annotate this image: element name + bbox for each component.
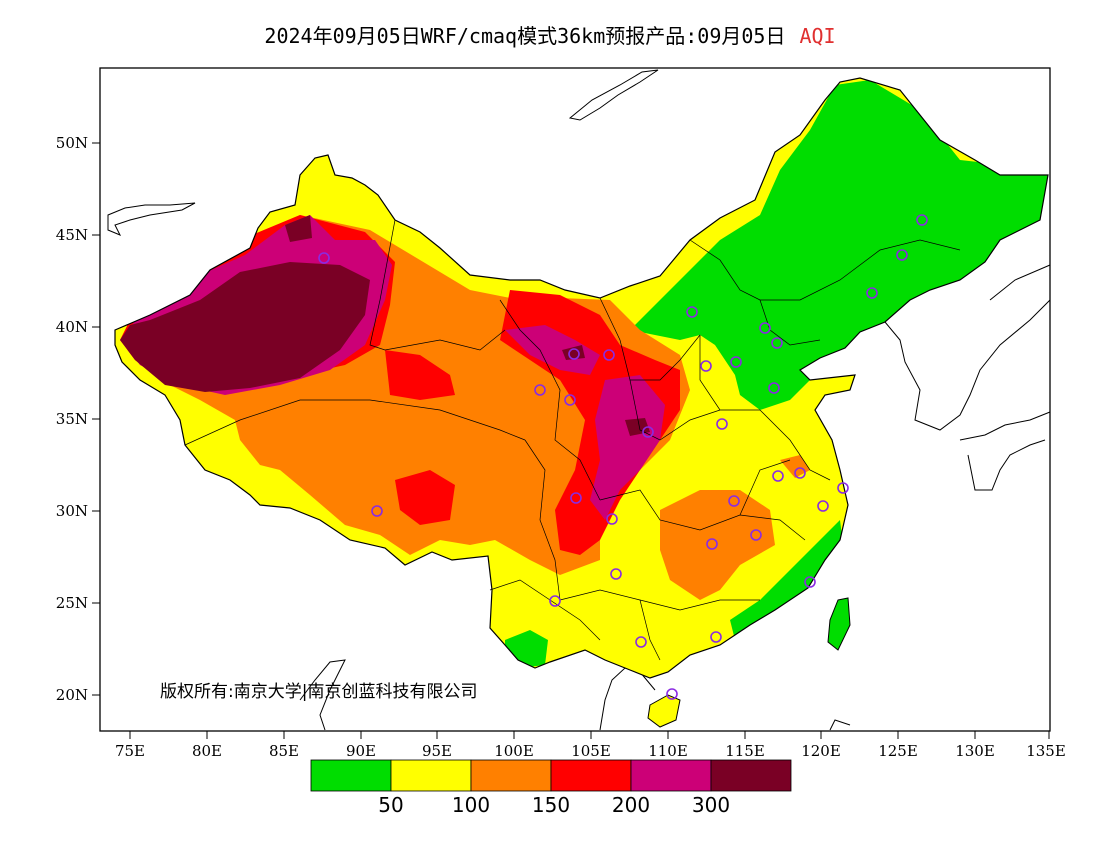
station-marker-hefei xyxy=(772,470,784,482)
aqi-region-unhealthy-qinghai-west xyxy=(385,350,455,400)
x-tick-label: 120E xyxy=(801,742,841,760)
x-tick-label: 105E xyxy=(571,742,611,760)
y-tick-label: 30N xyxy=(56,502,88,520)
station-marker-nanjing xyxy=(794,467,806,479)
taiwan-island xyxy=(827,597,851,651)
x-tick-label: 115E xyxy=(725,742,765,760)
station-marker-xining xyxy=(534,384,546,396)
hainan-island xyxy=(647,694,681,728)
legend-swatch-unhealthy-sensitive xyxy=(470,759,552,792)
station-marker-changchun xyxy=(896,249,908,261)
station-markers xyxy=(318,214,928,700)
station-marker-chongqing xyxy=(606,513,618,525)
coastline-baikal xyxy=(568,69,659,121)
aqi-region-hazardous-junggar xyxy=(285,215,312,242)
station-marker-tianjin xyxy=(771,337,783,349)
legend-label: 50 xyxy=(378,793,403,817)
station-marker-zhengzhou xyxy=(716,418,728,430)
station-marker-nanchang xyxy=(750,529,762,541)
y-tick-label: 40N xyxy=(56,318,88,336)
station-marker-shijiazhuang xyxy=(730,356,742,368)
aqi-legend: 50 100 150 200 300 xyxy=(310,759,792,817)
x-tick-label: 125E xyxy=(878,742,918,760)
station-marker-ordos xyxy=(603,349,615,361)
station-marker-hangzhou xyxy=(817,500,829,512)
map-frame xyxy=(99,67,1051,732)
aqi-region-very-unhealthy-shaanxi xyxy=(590,375,665,520)
coastline-bay-of-bengal xyxy=(299,659,346,731)
legend-swatch-very-unhealthy xyxy=(630,759,712,792)
station-marker-changsha xyxy=(706,538,718,550)
station-marker-beijing xyxy=(759,322,771,334)
station-marker-shenyang xyxy=(866,287,878,299)
legend-label: 100 xyxy=(452,793,490,817)
coastline-korea xyxy=(884,264,1051,431)
y-tick-label: 25N xyxy=(56,594,88,612)
x-tick-label: 110E xyxy=(648,742,688,760)
station-marker-lhasa xyxy=(371,505,383,517)
legend-swatch-moderate xyxy=(390,759,472,792)
y-tick-label: 35N xyxy=(56,410,88,428)
x-axis-ticks xyxy=(129,731,1050,739)
aqi-region-very-unhealthy-gansu xyxy=(505,325,600,375)
aqi-region-good-northeast xyxy=(630,80,1048,410)
y-axis-labels: 50N 45N 40N 35N 30N 25N 20N xyxy=(56,134,88,704)
aqi-region-hazardous-tarim xyxy=(120,262,370,392)
station-marker-hohhot xyxy=(686,306,698,318)
y-axis-ticks xyxy=(92,142,100,696)
x-tick-label: 100E xyxy=(494,742,534,760)
map-frame-group xyxy=(99,67,1051,732)
station-marker-shanghai xyxy=(837,482,849,494)
legend-swatch-unhealthy xyxy=(550,759,632,792)
x-tick-label: 130E xyxy=(955,742,995,760)
station-marker-wuhan xyxy=(728,495,740,507)
x-tick-label: 75E xyxy=(115,742,145,760)
x-tick-label: 135E xyxy=(1026,742,1066,760)
y-tick-label: 20N xyxy=(56,686,88,704)
legend-label: 200 xyxy=(612,793,650,817)
station-marker-lanzhou xyxy=(564,394,576,406)
coastline-japan xyxy=(959,411,1051,491)
station-marker-taiyuan xyxy=(700,360,712,372)
x-tick-label: 80E xyxy=(192,742,222,760)
x-tick-label: 95E xyxy=(422,742,452,760)
station-marker-guangzhou xyxy=(710,631,722,643)
station-marker-haikou xyxy=(666,688,678,700)
country-outline xyxy=(114,77,1049,679)
legend-label: 150 xyxy=(532,793,570,817)
legend-swatch-hazardous xyxy=(710,759,792,792)
legend-label: 300 xyxy=(692,793,730,817)
station-marker-jinan xyxy=(768,382,780,394)
station-marker-guiyang xyxy=(610,568,622,580)
x-tick-label: 85E xyxy=(269,742,299,760)
title-variable: AQI xyxy=(799,24,836,48)
x-axis-labels: 75E 80E 85E 90E 95E 100E 105E 110E 115E … xyxy=(115,742,1066,760)
legend-swatch-good xyxy=(310,759,392,792)
aqi-region-good-southeast xyxy=(730,520,845,640)
station-marker-chengdu xyxy=(570,492,582,504)
station-marker-harbin xyxy=(916,214,928,226)
station-marker-yinchuan xyxy=(568,348,580,360)
aqi-region-unhealthy-tibet xyxy=(395,470,455,525)
y-tick-label: 45N xyxy=(56,226,88,244)
station-marker-xian xyxy=(642,426,654,438)
province-borders xyxy=(184,219,961,661)
copyright-text: 版权所有:南京大学|南京创蓝科技有限公司 xyxy=(160,682,477,702)
x-tick-label: 90E xyxy=(346,742,376,760)
station-marker-urumqi xyxy=(318,252,330,264)
coastline-caspian xyxy=(107,202,196,236)
y-tick-label: 50N xyxy=(56,134,88,152)
station-marker-kunming xyxy=(549,595,561,607)
station-marker-nanning xyxy=(635,636,647,648)
station-marker-fuzhou xyxy=(804,576,816,588)
title-main: 2024年09月05日WRF/cmaq模式36km预报产品:09月05日 xyxy=(264,24,786,48)
map-title: 2024年09月05日WRF/cmaq模式36km预报产品:09月05日 AQI xyxy=(0,20,1100,49)
coastline-indochina xyxy=(599,667,851,731)
